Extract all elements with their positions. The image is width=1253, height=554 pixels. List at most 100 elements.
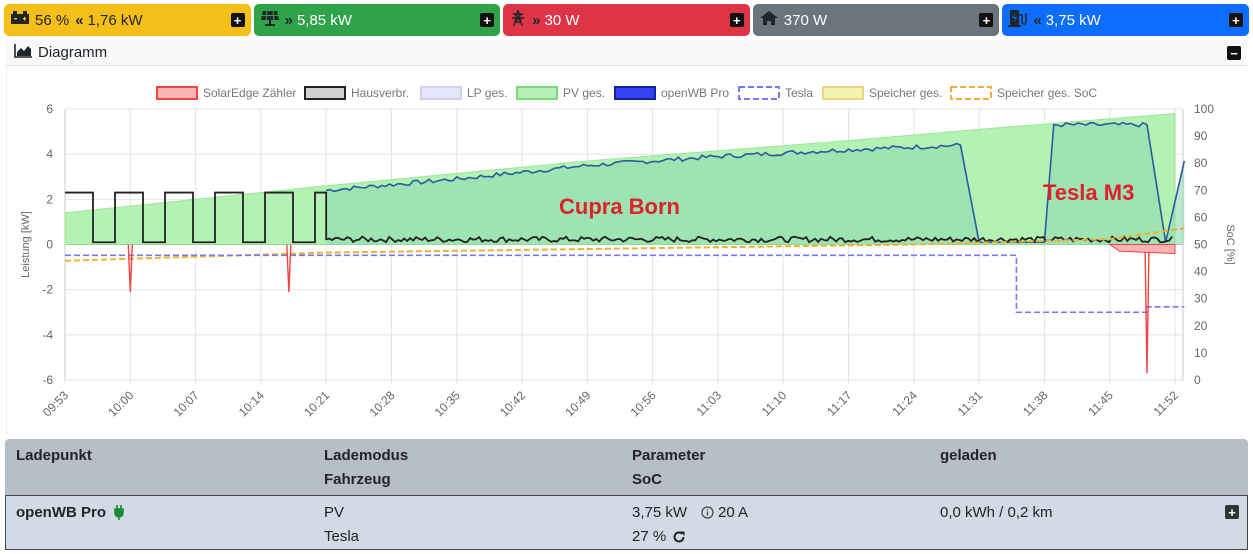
expand-pv-icon[interactable]: + — [480, 13, 495, 27]
expand-chargepoint-icon[interactable]: + — [1228, 13, 1243, 27]
y-tick-label: 6 — [46, 102, 53, 116]
plug-icon — [114, 504, 124, 524]
expand-grid-icon[interactable]: + — [729, 13, 744, 27]
battery-power: 1,76 kW — [87, 11, 143, 29]
grid-direction-icon: » — [532, 11, 541, 29]
legend-label: Hausverbr. — [351, 86, 409, 100]
y2-tick-label: 10 — [1194, 346, 1208, 360]
y2-tick-label: 70 — [1194, 183, 1208, 197]
table-row[interactable]: openWB Pro PV Tesla 3,75 kW 20 A 27 % 0,… — [5, 495, 1248, 550]
status-bar: 56 % « 1,76 kW + » 5,85 kW + » 30 W + 37… — [4, 4, 1249, 36]
x-tick-label: 11:10 — [759, 388, 790, 419]
x-tick-label: 10:35 — [432, 388, 463, 419]
chargepoint-direction-icon: « — [1033, 11, 1042, 29]
x-tick-label: 09:53 — [40, 388, 71, 419]
solaredge-area — [1108, 244, 1176, 255]
legend-swatch — [950, 86, 992, 100]
grid-power: 30 W — [544, 11, 580, 29]
battery-soc: 56 % — [35, 11, 70, 29]
header-geladen: geladen — [940, 447, 997, 464]
x-tick-label: 10:49 — [562, 388, 593, 419]
legend-label: Tesla — [785, 86, 813, 100]
legend-label: SolarEdge Zähler — [203, 86, 296, 100]
house-power: 370 W — [783, 11, 828, 29]
x-tick-label: 10:07 — [171, 388, 202, 419]
x-tick-label: 11:24 — [889, 388, 920, 419]
legend-swatch — [822, 86, 864, 100]
charging-station-icon — [1008, 9, 1028, 31]
annotation-cupra-born: Cupra Born — [559, 194, 680, 219]
pv-power: 5,85 kW — [296, 11, 352, 29]
solaredge-spike — [1144, 244, 1150, 374]
expand-battery-icon[interactable]: + — [230, 13, 245, 27]
charged-energy: 0,0 kWh / 0,2 km — [940, 504, 1053, 521]
x-tick-label: 11:31 — [955, 388, 986, 419]
tesla-soc-line — [65, 254, 1185, 314]
legend-label: Speicher ges. — [869, 86, 942, 100]
diagram-header[interactable]: Diagramm − — [6, 40, 1247, 66]
y-tick-label: -4 — [42, 328, 53, 342]
grid-tile[interactable]: » 30 W + — [503, 4, 750, 36]
expand-row-icon[interactable]: + — [1225, 505, 1239, 519]
y-tick-label: -6 — [42, 373, 53, 387]
pv-direction-icon: » — [284, 11, 293, 29]
diagram-title: Diagramm — [38, 44, 108, 61]
y2-axis-title: SoC [%] — [1224, 224, 1236, 264]
legend-label: Speicher ges. SoC — [997, 86, 1097, 100]
vehicle-name[interactable]: Tesla — [324, 528, 360, 545]
battery-icon — [10, 11, 30, 29]
area-chart-icon — [14, 43, 32, 62]
expand-house-icon[interactable]: + — [979, 13, 994, 27]
pv-tile[interactable]: » 5,85 kW + — [253, 4, 501, 36]
annotation-tesla-m3: Tesla M3 — [1043, 180, 1134, 205]
solaredge-spike — [127, 244, 133, 292]
chargepoint-power: 3,75 kW — [1045, 11, 1101, 29]
y2-tick-label: 80 — [1194, 156, 1208, 170]
battery-tile[interactable]: 56 % « 1,76 kW + — [4, 4, 251, 36]
legend-label: PV ges. — [563, 86, 605, 100]
house-tile[interactable]: 370 W + — [752, 4, 1000, 36]
y-axis-title: Leistung [kW] — [20, 211, 32, 278]
y-tick-label: 4 — [46, 147, 53, 161]
solaredge-spike — [286, 244, 292, 292]
openwb-pro-area — [326, 122, 1185, 245]
header-fahrzeug: Fahrzeug — [324, 471, 391, 488]
x-tick-label: 11:17 — [824, 388, 855, 419]
charge-mode[interactable]: PV — [324, 504, 345, 521]
x-tick-label: 10:56 — [628, 388, 659, 419]
x-tick-label: 11:03 — [694, 388, 725, 419]
charge-current: 20 A — [718, 504, 749, 521]
y2-tick-label: 0 — [1194, 373, 1201, 387]
collapse-diagram-icon[interactable]: − — [1227, 46, 1241, 60]
table-header: Ladepunkt Lademodus Fahrzeug Parameter S… — [5, 439, 1248, 495]
y2-tick-label: 60 — [1194, 210, 1208, 224]
y2-tick-label: 20 — [1194, 319, 1208, 333]
refresh-icon[interactable] — [672, 530, 686, 548]
legend-swatch — [156, 86, 198, 100]
x-tick-label: 10:00 — [105, 388, 136, 419]
y2-tick-label: 50 — [1194, 238, 1208, 252]
x-tick-label: 11:45 — [1085, 388, 1116, 419]
openwb-pro-line — [326, 121, 1186, 244]
legend-label: openWB Pro — [661, 86, 729, 100]
y-tick-label: 0 — [46, 238, 53, 252]
y2-tick-label: 100 — [1194, 102, 1214, 116]
y2-tick-label: 30 — [1194, 292, 1208, 306]
header-parameter: Parameter — [632, 447, 706, 464]
y-tick-label: -2 — [42, 283, 53, 297]
vehicle-soc: 27 % — [632, 528, 667, 545]
y-tick-label: 2 — [46, 192, 53, 206]
chargepoint-name[interactable]: openWB Pro — [16, 504, 106, 521]
header-soc: SoC — [632, 471, 662, 488]
battery-direction-icon: « — [75, 11, 84, 29]
charge-power: 3,75 kW — [632, 504, 688, 521]
energy-chart: 6 4 2 0 -2 -4 -6 100 90 80 70 60 50 40 30 20 10 0 09:53 10:… — [6, 66, 1247, 434]
power-pylon-icon — [509, 9, 527, 31]
x-tick-label: 10:28 — [366, 388, 397, 419]
chargepoint-tile[interactable]: « 3,75 kW + — [1002, 4, 1249, 36]
legend-label: LP ges. — [467, 86, 507, 100]
legend-swatch — [420, 86, 462, 100]
legend-swatch — [304, 86, 346, 100]
x-tick-label: 11:52 — [1151, 388, 1182, 419]
